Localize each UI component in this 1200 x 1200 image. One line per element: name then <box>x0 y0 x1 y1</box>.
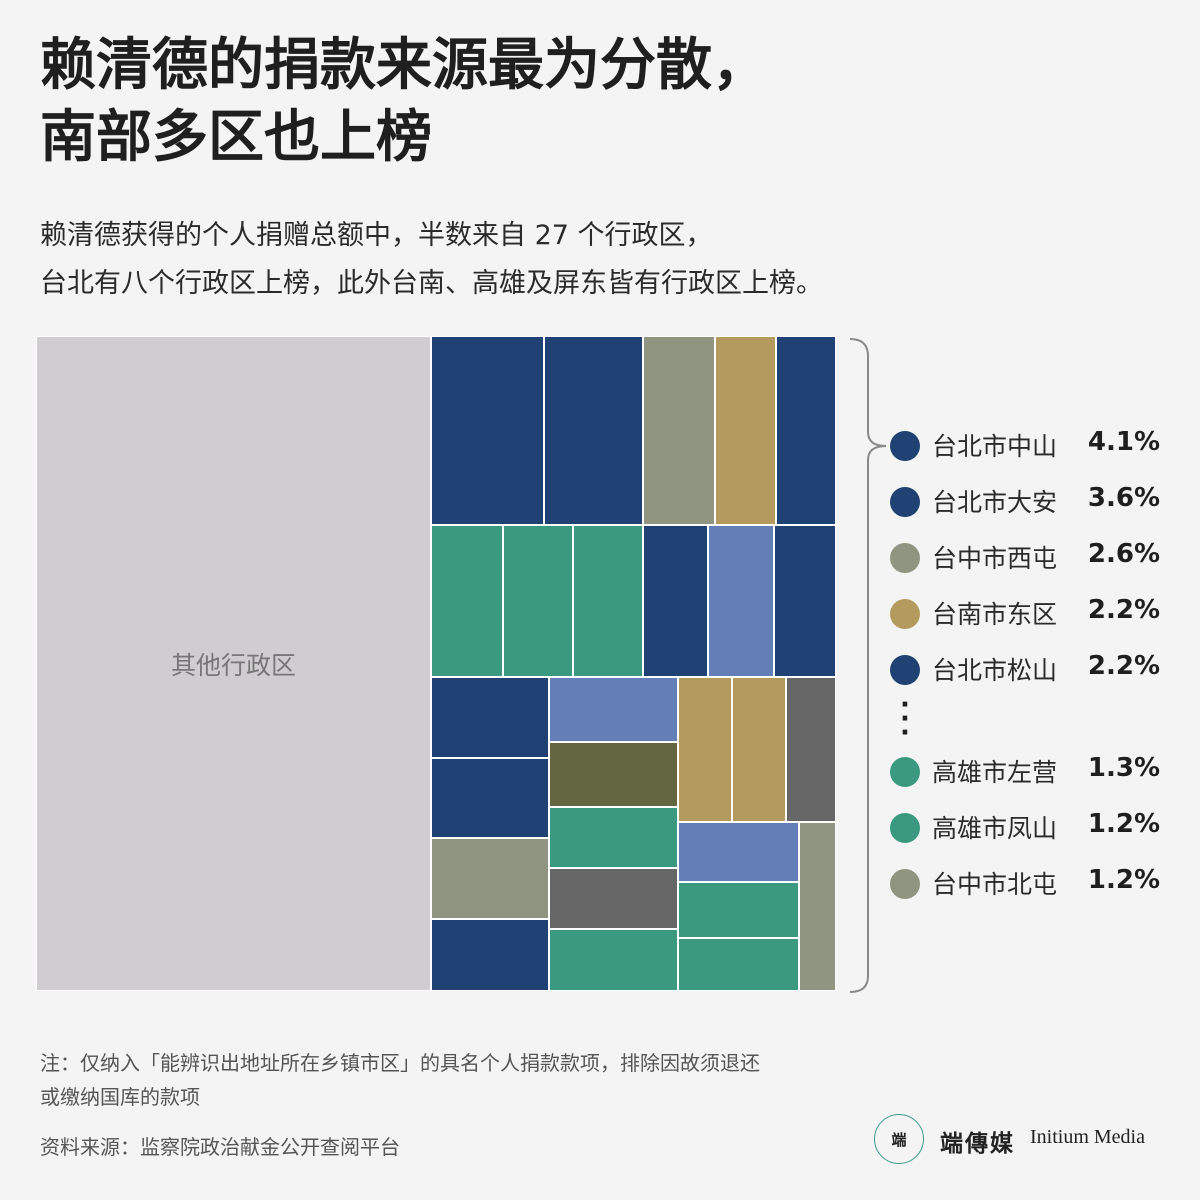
treemap-tile <box>799 822 836 991</box>
legend-district-name: 高雄市凤山 <box>932 814 1058 843</box>
legend-item: 台中市北屯 1.2% <box>888 856 1178 912</box>
legend: 台北市中山 4.1% 台北市大安 3.6% 台中市西屯 2.6% 台南市东区 2.2% 台北市松… <box>888 418 1178 912</box>
legend-share-value: 1.3% <box>1087 753 1160 783</box>
legend-swatch <box>890 487 920 517</box>
logo-english-name: Initium Media <box>1030 1126 1145 1148</box>
legend-ellipsis-icon: · · · <box>900 690 910 748</box>
legend-share-value: 2.2% <box>1087 651 1160 681</box>
treemap-tile <box>678 938 799 991</box>
treemap-tile <box>503 525 573 677</box>
legend-share-value: 3.6% <box>1087 483 1160 513</box>
legend-district-name: 台北市大安 <box>932 488 1058 517</box>
legend-swatch <box>890 655 920 685</box>
legend-item: 台北市中山 4.1% <box>888 418 1178 474</box>
chart-subtitle: 赖清德获得的个人捐赠总额中，半数来自 27 个行政区， 台北有八个行政区上榜，此… <box>40 212 1160 308</box>
legend-swatch <box>890 599 920 629</box>
logo-chinese-name: 端傳媒 <box>940 1130 1015 1157</box>
legend-share-value: 4.1% <box>1087 427 1160 457</box>
footnote-line-2: 或缴纳国库的款项 <box>40 1085 200 1109</box>
treemap-tile <box>431 336 544 525</box>
initium-logo: 端 端傳媒 Initium Media <box>874 1114 1174 1170</box>
treemap-tile <box>678 677 732 822</box>
legend-swatch <box>890 757 920 787</box>
treemap-tile <box>643 525 708 677</box>
legend-item: 台北市松山 2.2% <box>888 642 1178 698</box>
legend-share-value: 2.6% <box>1087 539 1160 569</box>
treemap-tile-other: 其他行政区 <box>36 336 431 991</box>
title-line-1: 赖清德的捐款来源最为分散， <box>40 33 768 98</box>
legend-swatch <box>890 431 920 461</box>
legend-share-value: 2.2% <box>1087 595 1160 625</box>
subtitle-line-2: 台北有八个行政区上榜，此外台南、高雄及屏东皆有行政区上榜。 <box>40 268 823 299</box>
treemap-tile <box>786 677 836 822</box>
legend-district-name: 高雄市左营 <box>932 758 1058 787</box>
treemap-tile <box>678 882 799 938</box>
chart-title: 赖清德的捐款来源最为分散， 南部多区也上榜 <box>40 30 1160 174</box>
legend-swatch <box>890 813 920 843</box>
legend-item: 高雄市凤山 1.2% <box>888 800 1178 856</box>
subtitle-line-1: 赖清德获得的个人捐赠总额中，半数来自 27 个行政区， <box>40 220 713 251</box>
legend-district-name: 台南市东区 <box>932 600 1058 629</box>
treemap-tile <box>573 525 643 677</box>
legend-brace <box>849 338 887 993</box>
treemap-tile <box>776 336 836 525</box>
treemap-tile <box>431 838 549 919</box>
treemap: 其他行政区 <box>36 336 836 991</box>
footnote-line-1: 注：仅纳入「能辨识出地址所在乡镇市区」的具名个人捐款款项，排除因故须退还 <box>40 1051 760 1075</box>
treemap-tile <box>431 525 503 677</box>
treemap-tile <box>715 336 776 525</box>
legend-share-value: 1.2% <box>1087 865 1160 895</box>
treemap-tile <box>431 919 549 991</box>
treemap-tile <box>549 742 678 807</box>
legend-item: 台南市东区 2.2% <box>888 586 1178 642</box>
treemap-tile <box>549 677 678 742</box>
legend-district-name: 台中市西屯 <box>932 544 1058 573</box>
treemap-tile <box>549 929 678 991</box>
treemap-tile <box>431 677 549 758</box>
legend-item: 高雄市左营 1.3% <box>888 744 1178 800</box>
treemap-tile <box>549 807 678 868</box>
treemap-tile <box>549 868 678 929</box>
treemap-tile <box>678 822 799 882</box>
treemap-other-label: 其他行政区 <box>170 650 296 680</box>
legend-district-name: 台北市松山 <box>932 656 1058 685</box>
treemap-tile <box>774 525 836 677</box>
source-note: 资料来源：监察院政治献金公开查阅平台 <box>40 1135 400 1159</box>
legend-swatch <box>890 543 920 573</box>
legend-share-value: 1.2% <box>1087 809 1160 839</box>
treemap-tile <box>431 758 549 838</box>
footnote: 注：仅纳入「能辨识出地址所在乡镇市区」的具名个人捐款款项，排除因故须退还 或缴纳… <box>40 1046 920 1114</box>
legend-item: 台北市大安 3.6% <box>888 474 1178 530</box>
treemap-tile <box>732 677 786 822</box>
treemap-tile <box>643 336 715 525</box>
treemap-tile <box>544 336 643 525</box>
legend-district-name: 台北市中山 <box>932 432 1058 461</box>
legend-district-name: 台中市北屯 <box>932 870 1058 899</box>
treemap-tile <box>708 525 774 677</box>
legend-swatch <box>890 869 920 899</box>
title-line-2: 南部多区也上榜 <box>40 105 432 170</box>
legend-item: 台中市西屯 2.6% <box>888 530 1178 586</box>
logo-mark-icon: 端 <box>874 1114 924 1164</box>
